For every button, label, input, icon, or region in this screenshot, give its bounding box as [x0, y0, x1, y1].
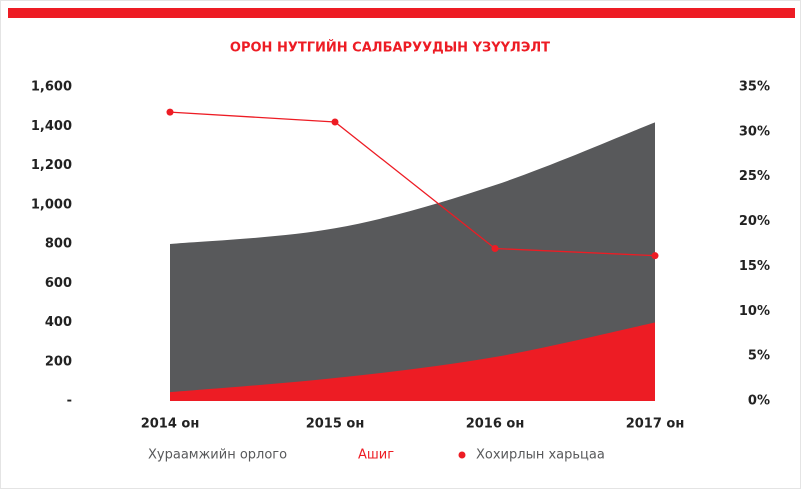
point	[651, 252, 659, 260]
y2-tick-label: 25%	[739, 169, 770, 184]
point	[166, 108, 174, 116]
y-tick-label: 1,400	[31, 119, 72, 134]
x-tick-label: 2015 он	[306, 417, 365, 432]
chart-title: ОРОН НУТГИЙН САЛБАРУУДЫН ҮЗҮҮЛЭЛТ	[230, 40, 550, 56]
y2-tick-label: 15%	[739, 259, 770, 274]
y-tick-label: 600	[45, 276, 72, 291]
legend-label: Хохирлын харьцаа	[476, 448, 605, 463]
x-tick-label: 2017 он	[626, 417, 685, 432]
line	[169, 111, 656, 257]
y-tick-label: 800	[45, 237, 72, 252]
area	[170, 322, 655, 401]
point	[331, 118, 339, 126]
area	[170, 122, 655, 401]
y-tick-label: 1,000	[31, 197, 72, 212]
y-tick-label: 1,200	[31, 158, 72, 173]
y2-tick-label: 20%	[739, 214, 770, 229]
legend-label: Ашиг	[358, 448, 394, 463]
legend-marker	[458, 451, 466, 459]
y-tick-label: 1,600	[31, 80, 72, 95]
y2-tick-label: 30%	[739, 124, 770, 139]
legend-label: Хураамжийн орлого	[148, 448, 287, 463]
x-tick-label: 2016 он	[466, 417, 525, 432]
y-tick-label: 400	[45, 315, 72, 330]
y2-tick-label: 35%	[739, 80, 770, 95]
y-tick-label: -	[67, 394, 72, 409]
y2-tick-label: 0%	[748, 394, 770, 409]
point	[491, 244, 499, 252]
y2-tick-label: 5%	[748, 349, 770, 364]
top-bar	[8, 8, 795, 18]
x-tick-label: 2014 он	[141, 417, 200, 432]
y2-tick-label: 10%	[739, 304, 770, 319]
y-tick-label: 200	[45, 354, 72, 369]
